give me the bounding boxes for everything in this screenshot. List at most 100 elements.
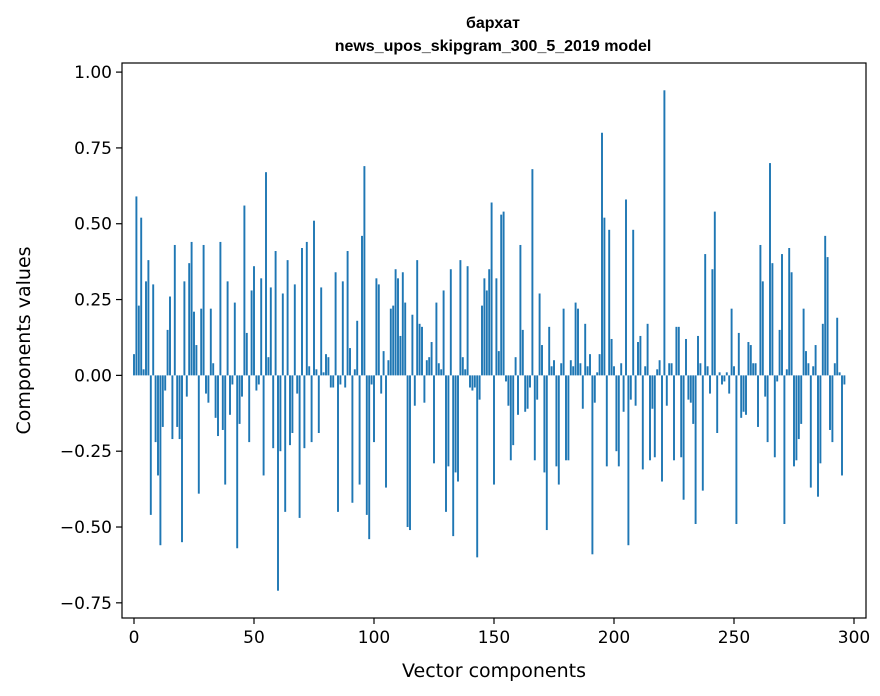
bar bbox=[219, 241, 222, 376]
bar bbox=[152, 284, 155, 376]
bar bbox=[545, 375, 548, 531]
bar bbox=[577, 308, 579, 376]
bar bbox=[569, 360, 572, 376]
bar bbox=[440, 369, 443, 376]
bar bbox=[447, 375, 450, 467]
bar bbox=[454, 375, 457, 473]
bar bbox=[555, 375, 558, 467]
bar bbox=[301, 248, 303, 376]
bar bbox=[233, 302, 236, 376]
bar bbox=[380, 375, 383, 394]
y-tick-label: −0.50 bbox=[60, 518, 112, 538]
bar bbox=[658, 360, 661, 376]
bar bbox=[413, 375, 416, 406]
bar bbox=[260, 278, 263, 376]
bar bbox=[329, 375, 332, 388]
bar bbox=[682, 375, 685, 500]
chart-title: бархат bbox=[466, 15, 520, 32]
bar bbox=[298, 375, 301, 518]
bar bbox=[613, 366, 615, 376]
bar bbox=[469, 375, 471, 388]
bar bbox=[325, 354, 327, 376]
bar bbox=[824, 235, 827, 376]
bar bbox=[229, 375, 231, 415]
bar bbox=[550, 366, 553, 376]
bar bbox=[541, 345, 543, 376]
bar bbox=[296, 375, 299, 394]
bar bbox=[267, 357, 270, 376]
bar bbox=[529, 375, 531, 388]
bar bbox=[512, 375, 515, 446]
y-tick-label: 1.00 bbox=[74, 63, 112, 83]
bar bbox=[250, 290, 253, 376]
bar bbox=[356, 320, 359, 376]
bar bbox=[536, 375, 539, 400]
bar bbox=[752, 363, 755, 376]
bar bbox=[176, 375, 179, 427]
bar bbox=[358, 375, 361, 485]
bar bbox=[207, 375, 210, 403]
x-axis-ticks: 0 50 100 150 200 250 300 bbox=[129, 618, 870, 648]
bar bbox=[560, 363, 563, 376]
bar bbox=[742, 375, 745, 412]
bar bbox=[363, 166, 366, 376]
bar bbox=[526, 375, 529, 409]
bar bbox=[404, 302, 407, 376]
bar bbox=[166, 329, 169, 376]
bar bbox=[800, 375, 803, 424]
bar bbox=[567, 375, 570, 461]
bar bbox=[351, 375, 354, 503]
bar bbox=[819, 375, 822, 464]
bar bbox=[293, 284, 296, 376]
bar bbox=[646, 323, 649, 376]
bar bbox=[579, 363, 582, 376]
bar bbox=[238, 375, 241, 424]
bar bbox=[783, 375, 786, 524]
bar bbox=[327, 357, 330, 376]
bar bbox=[195, 345, 198, 376]
bar bbox=[557, 375, 560, 485]
bar bbox=[598, 354, 601, 376]
bar bbox=[409, 375, 411, 531]
bar bbox=[610, 338, 613, 376]
bar bbox=[625, 199, 627, 376]
bar bbox=[680, 375, 683, 458]
bar bbox=[553, 360, 555, 376]
bar bbox=[821, 323, 824, 376]
bar bbox=[697, 335, 699, 376]
bar bbox=[253, 266, 255, 376]
x-tick-label: 200 bbox=[598, 628, 630, 648]
bar bbox=[488, 269, 491, 376]
bar bbox=[793, 375, 795, 467]
bar bbox=[452, 375, 455, 537]
bar bbox=[185, 375, 188, 397]
bar bbox=[277, 375, 279, 591]
bar bbox=[392, 305, 395, 376]
bar bbox=[365, 375, 368, 515]
bar bbox=[497, 351, 500, 376]
bar bbox=[406, 375, 409, 528]
bar bbox=[339, 375, 342, 385]
bars-group bbox=[133, 90, 846, 591]
y-tick-label: 0.00 bbox=[74, 366, 112, 386]
bar bbox=[622, 375, 625, 412]
bar bbox=[236, 375, 239, 549]
bar bbox=[656, 369, 659, 376]
bar bbox=[317, 375, 320, 433]
bar bbox=[433, 375, 435, 464]
bar bbox=[471, 375, 474, 391]
bar bbox=[661, 375, 663, 482]
y-tick-label: 0.50 bbox=[74, 215, 112, 235]
bar bbox=[353, 369, 356, 376]
bar bbox=[437, 363, 440, 376]
y-axis-label: Components values bbox=[13, 246, 35, 434]
x-tick-label: 0 bbox=[129, 628, 140, 648]
bar bbox=[173, 244, 176, 376]
bar bbox=[790, 272, 793, 376]
bar bbox=[754, 363, 757, 376]
bar bbox=[831, 375, 834, 443]
bar bbox=[137, 305, 140, 376]
bar bbox=[416, 260, 419, 376]
bar bbox=[361, 235, 363, 376]
